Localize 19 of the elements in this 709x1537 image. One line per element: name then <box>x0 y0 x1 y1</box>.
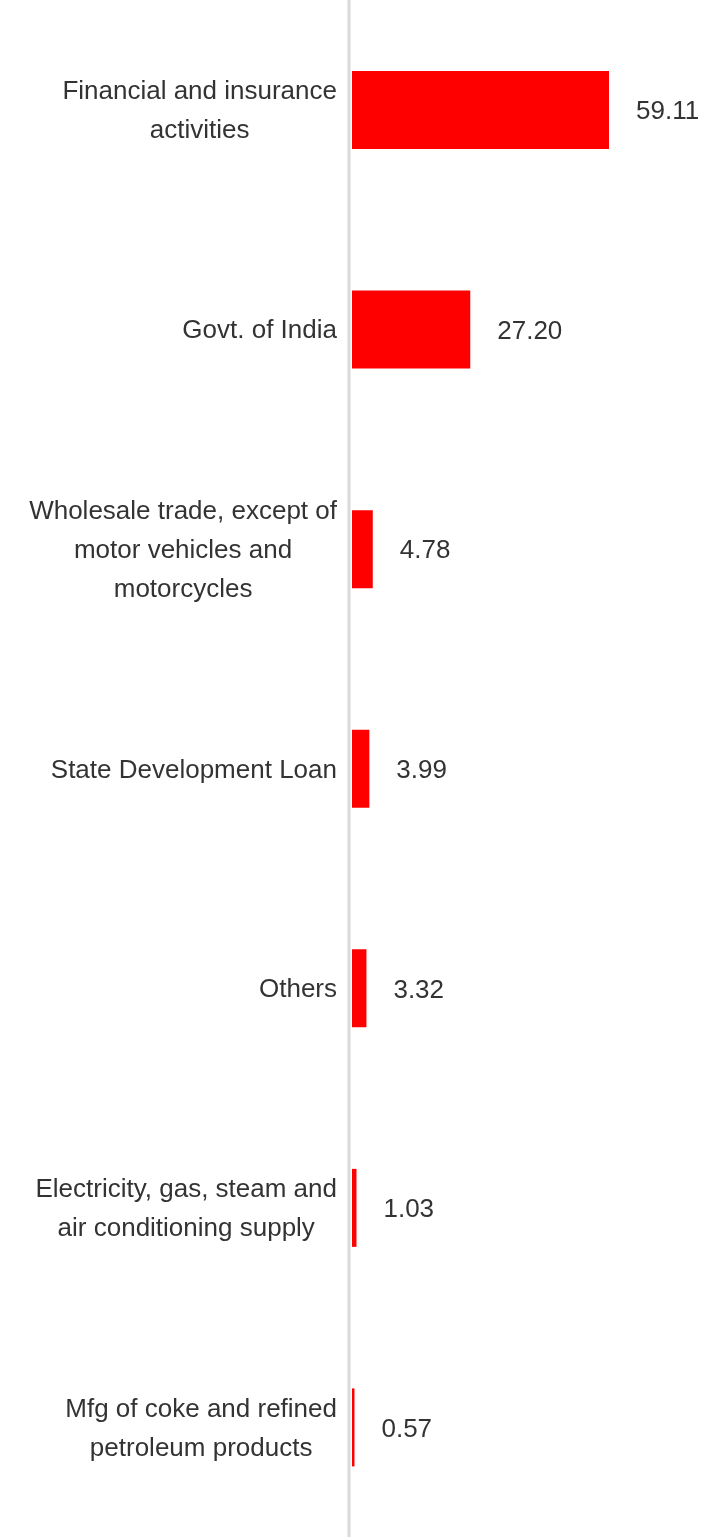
data-label: 4.78 <box>399 534 451 565</box>
data-label: 3.32 <box>393 973 445 1004</box>
data-label: 59.11 <box>636 95 700 126</box>
bar <box>352 510 373 589</box>
bar <box>352 949 367 1028</box>
bar <box>352 290 471 369</box>
bar <box>352 71 609 149</box>
y-tick-label: Mfg of coke and refined petroleum products <box>65 1392 337 1462</box>
y-tick-label: Govt. of India <box>182 314 338 345</box>
data-label: 27.20 <box>497 314 563 345</box>
y-tick-label: Wholesale trade, except of motor vehicles and motorcycles <box>29 494 338 603</box>
bar <box>352 729 370 808</box>
data-label: 0.57 <box>381 1412 433 1443</box>
y-tick-label: Financial and insurance activities <box>62 75 338 145</box>
y-tick-label: Electricity, gas, steam and air conditioning supply <box>35 1173 337 1243</box>
data-label: 1.03 <box>383 1193 435 1224</box>
y-tick-label: State Development Loan <box>50 753 338 784</box>
y-tick-label: Others <box>258 973 337 1004</box>
data-label: 3.99 <box>396 753 447 784</box>
